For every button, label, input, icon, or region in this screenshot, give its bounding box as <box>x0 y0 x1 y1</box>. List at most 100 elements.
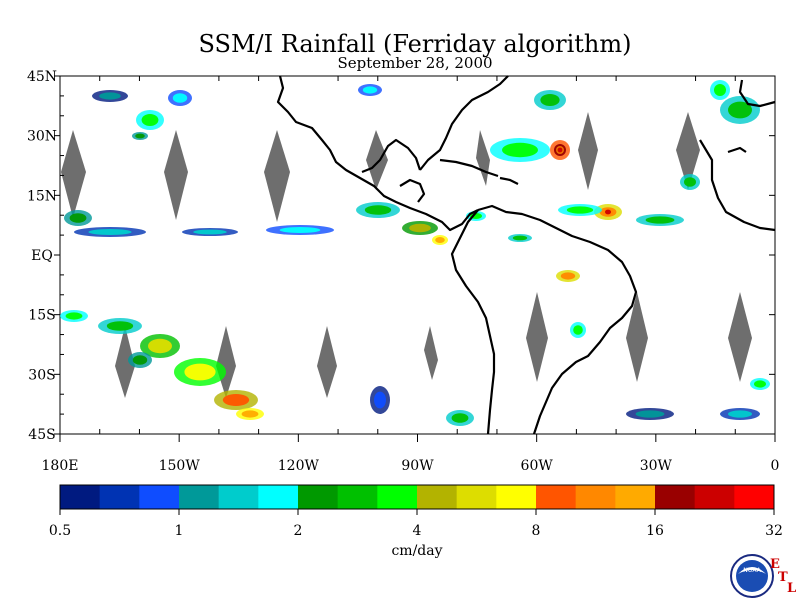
noaa-logo-bird <box>738 567 766 574</box>
rain-area-core <box>645 216 675 224</box>
rain-area-core <box>88 229 132 235</box>
rain-area-core <box>560 272 576 280</box>
no-data-swath <box>626 292 648 382</box>
no-data-swath <box>264 130 290 222</box>
no-data-swath <box>578 112 598 190</box>
noaa-logo-disc <box>736 560 768 592</box>
colorbar-swatch <box>615 485 656 509</box>
rain-area-core <box>362 86 378 94</box>
lat-tick-label: 45S <box>28 427 55 443</box>
lat-tick-label: 30N <box>27 129 57 145</box>
lat-tick-label: 15N <box>27 188 57 204</box>
rain-area-core <box>635 410 665 418</box>
rain-area-core <box>106 321 134 331</box>
rain-area-core <box>374 391 386 409</box>
north-america-coast <box>276 75 479 232</box>
rain-area-core <box>605 209 611 215</box>
map-frame <box>59 75 776 435</box>
colorbar-tick-label: 1 <box>175 523 184 539</box>
colorbar-tick-label: 4 <box>413 523 422 539</box>
colorbar-swatch <box>575 485 616 509</box>
colorbar-unit-label: cm/day <box>391 543 442 559</box>
lon-tick-label: 60W <box>521 458 554 474</box>
colorbar-swatch <box>60 485 101 509</box>
no-data-swath <box>728 292 752 382</box>
rain-area-core <box>65 312 83 320</box>
colorbar-tick-label: 2 <box>294 523 303 539</box>
lat-tick-label: 45N <box>27 69 57 85</box>
no-data-swath <box>424 326 438 380</box>
no-data-swath <box>676 112 700 190</box>
colorbar-swatch <box>694 485 735 509</box>
rain-area-core <box>573 325 583 335</box>
colorbar-swatch <box>655 485 696 509</box>
colorbar-swatch <box>139 485 180 509</box>
rain-area-core <box>754 380 766 388</box>
colorbar-swatch <box>258 485 299 509</box>
lon-tick-label: 30W <box>640 458 673 474</box>
europe-coast <box>738 79 776 108</box>
rain-area-core <box>148 338 172 354</box>
rain-area-core <box>728 410 752 418</box>
noaa-logo: NOAA <box>730 554 774 598</box>
colorbar-swatch <box>218 485 259 509</box>
rain-area-core <box>184 363 216 381</box>
rain-area-core <box>435 237 445 243</box>
south-america-coast <box>477 204 638 435</box>
colorbar-swatch <box>496 485 537 509</box>
cuba-coast <box>439 158 499 178</box>
lat-tick-label: 30S <box>28 367 55 383</box>
rain-area-core <box>222 394 250 406</box>
colorbar-swatch <box>536 485 577 509</box>
logo-letter-l: L <box>787 581 796 596</box>
no-data-swath <box>115 326 135 398</box>
rain-area-core <box>172 93 188 103</box>
colorbar-tick-label: 16 <box>646 523 664 539</box>
africa-lake-outline <box>727 146 747 154</box>
rain-area-core <box>557 147 563 153</box>
lon-tick-label: 180E <box>42 458 79 474</box>
coastlines <box>276 75 776 435</box>
no-data-swath <box>366 130 388 190</box>
rain-area-core <box>409 223 431 233</box>
rain-area-core <box>241 410 259 418</box>
rain-area-core <box>566 206 594 214</box>
us-east-coast <box>361 138 422 174</box>
colorbar-tick-label: 8 <box>532 523 541 539</box>
rain-area-core <box>728 101 752 119</box>
colorbar-swatch <box>377 485 418 509</box>
rain-area-core <box>141 114 159 126</box>
longitude-ticks: 180E 150W 120W 90W 60W 30W 0 <box>42 76 779 474</box>
africa-coast <box>699 139 776 232</box>
colorbar-swatch <box>179 485 220 509</box>
rain-area-core <box>364 205 392 215</box>
logo-letter-e: E <box>770 557 780 572</box>
colorbar-swatch <box>456 485 497 509</box>
colorbar-swatch <box>298 485 339 509</box>
lon-tick-label: 90W <box>401 458 434 474</box>
rain-area-core <box>132 355 148 365</box>
colorbar-tick-label: 32 <box>765 523 783 539</box>
lon-tick-label: 120W <box>278 458 320 474</box>
no-data-swath <box>526 292 548 382</box>
rain-area-core <box>512 235 528 241</box>
rain-area-core <box>684 177 696 187</box>
atlantic-coast-north <box>419 75 509 171</box>
lat-tick-label: EQ <box>31 248 53 264</box>
colorbar-swatch <box>417 485 458 509</box>
colorbar-tick-label: 0.5 <box>49 523 71 539</box>
lon-tick-label: 150W <box>159 458 201 474</box>
rain-areas <box>60 80 770 426</box>
rain-area-core <box>279 227 321 233</box>
rain-area-core <box>540 94 560 106</box>
noaa-logo-text: NOAA <box>743 567 761 574</box>
rain-area-core <box>99 92 121 100</box>
rain-area-core <box>451 413 469 423</box>
colorbar: 0.5 1 2 4 8 16 32 <box>49 484 783 539</box>
yucatan-coast <box>399 178 426 203</box>
hispaniola-coast <box>499 176 519 185</box>
logo-letter-t: T <box>778 570 788 585</box>
chart-subtitle: September 28, 2000 <box>337 54 492 72</box>
rain-area-core <box>502 142 538 158</box>
